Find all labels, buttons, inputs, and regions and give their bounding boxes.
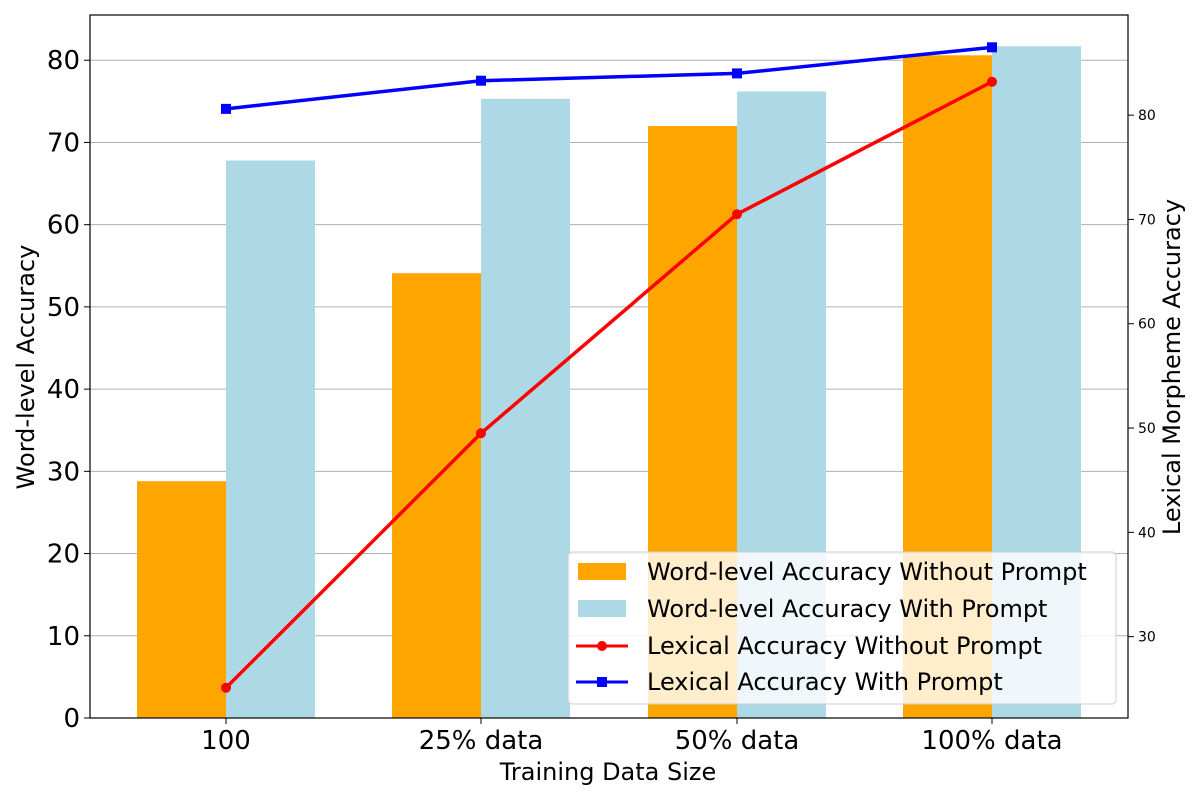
y-tick-label: 70	[47, 128, 80, 158]
y2-tick-label: 30	[1138, 630, 1156, 646]
point-with-prompt	[987, 42, 997, 53]
line-with-prompt	[225, 45, 993, 111]
y-axis-title: Word-level Accuracy	[12, 245, 40, 490]
line-without-prompt	[224, 80, 993, 689]
x-tick-label: 100	[201, 726, 251, 756]
legend-marker-line-with-prompt	[597, 677, 607, 687]
x-axis-title: Training Data Size	[499, 758, 717, 786]
legend-box	[567, 551, 1117, 705]
legend-swatch-bar-without-prompt	[578, 563, 626, 580]
point-without-prompt	[732, 209, 742, 220]
legend: Word-level Accuracy Without Prompt Word-…	[567, 551, 1117, 705]
y-tick-label: 40	[47, 375, 80, 405]
y2-tick-label: 70	[1138, 212, 1156, 228]
legend-label-line-with-prompt: Lexical Accuracy With Prompt	[647, 668, 1003, 696]
y2-tick-label: 80	[1138, 108, 1156, 124]
legend-marker-line-without-prompt	[597, 641, 607, 651]
y-tick-label: 30	[47, 457, 80, 487]
y-tick-label: 0	[63, 704, 80, 734]
y2-tick-label: 40	[1138, 525, 1156, 541]
point-with-prompt	[732, 68, 742, 79]
point-without-prompt	[476, 428, 486, 439]
x-axis: 100 25% data 50% data 100% data	[201, 718, 1063, 756]
y2-tick-label: 60	[1138, 317, 1156, 333]
legend-label-bar-without-prompt: Word-level Accuracy Without Prompt	[647, 558, 1087, 586]
bar-without-prompt	[137, 481, 226, 718]
x-tick-label: 50% data	[675, 726, 800, 756]
point-with-prompt	[221, 103, 231, 114]
y-tick-label: 20	[47, 540, 80, 570]
bar-without-prompt	[392, 273, 481, 718]
y-tick-label: 60	[47, 211, 80, 241]
right-y-axis: 30 40 50 60 70 80	[1128, 108, 1156, 646]
bar-with-prompt	[226, 160, 315, 719]
point-with-prompt	[476, 75, 486, 86]
y-tick-label: 80	[47, 46, 80, 76]
y2-tick-label: 50	[1138, 421, 1156, 437]
bar-with-prompt	[481, 98, 570, 718]
line-group	[221, 42, 997, 693]
left-y-axis: 0 10 20 30 40 50 60 70 80	[47, 46, 90, 734]
y-tick-label: 50	[47, 293, 80, 323]
point-without-prompt	[987, 76, 997, 87]
legend-label-bar-with-prompt: Word-level Accuracy With Prompt	[647, 595, 1047, 623]
legend-label-line-without-prompt: Lexical Accuracy Without Prompt	[647, 632, 1042, 660]
x-tick-label: 25% data	[419, 726, 544, 756]
y-tick-label: 10	[47, 622, 80, 652]
plot-frame	[89, 14, 1129, 719]
point-without-prompt	[221, 682, 231, 693]
y2-axis-title: Lexical Morpheme Accuracy	[1158, 199, 1186, 535]
legend-swatch-bar-with-prompt	[578, 600, 626, 617]
x-tick-label: 100% data	[921, 726, 1062, 756]
